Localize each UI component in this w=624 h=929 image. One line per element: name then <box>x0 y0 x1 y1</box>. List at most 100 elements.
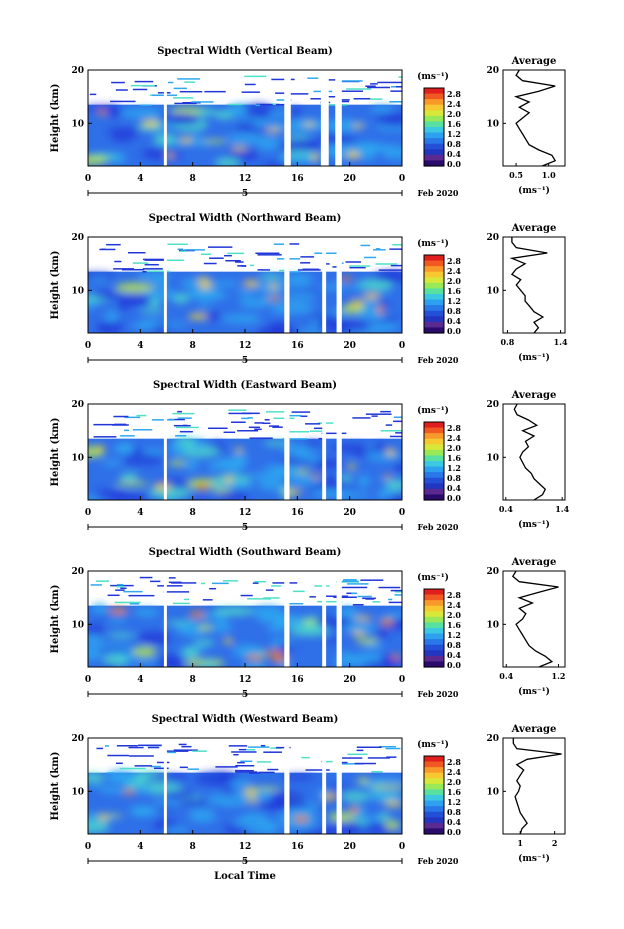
heatmap-cell <box>167 751 177 754</box>
colorbar-frame <box>423 87 445 167</box>
heatmap-cell <box>113 268 135 270</box>
heatmap-cell <box>302 268 320 271</box>
heatmap-cell <box>168 581 182 584</box>
heatmap-cell <box>227 103 243 106</box>
data-gap <box>336 237 342 333</box>
heatmap-structure <box>88 436 402 500</box>
heatmap-structure <box>88 603 402 667</box>
data-gap <box>163 738 167 834</box>
y-axis-label: Height (km) <box>50 585 61 654</box>
heatmap-cell <box>88 772 105 784</box>
heatmap-cell <box>393 420 402 423</box>
x-tick-label: 4 <box>137 174 143 184</box>
heatmap-cell <box>128 251 146 254</box>
heatmap-cell <box>177 417 192 419</box>
colorbar-segment <box>424 260 444 267</box>
heatmap-cell <box>364 643 385 650</box>
heatmap-cell <box>262 422 271 425</box>
heatmap-cell <box>209 587 217 590</box>
heatmap-cell <box>179 430 193 433</box>
heatmap-cell <box>101 248 106 251</box>
heatmap-cell <box>184 81 196 83</box>
colorbar-segment <box>424 795 444 802</box>
heatmap-cell <box>123 789 135 795</box>
colorbar-tick-label: 2.8 <box>447 757 461 767</box>
average-y-tick-label: 10 <box>486 119 499 129</box>
average-y-tick-label: 20 <box>486 567 499 577</box>
heatmap-cell <box>88 276 110 282</box>
heatmap-cell <box>231 751 257 753</box>
heatmap-cell <box>377 81 402 84</box>
heatmap-cell <box>215 482 257 489</box>
heatmap-cell <box>94 291 121 300</box>
data-gap <box>322 237 327 333</box>
heatmap-cell <box>356 746 382 749</box>
colorbar-tick-label: 1.6 <box>447 453 461 463</box>
heatmap-cell <box>311 474 321 479</box>
average-y-tick-label: 20 <box>486 400 499 410</box>
heatmap-cell <box>95 322 122 333</box>
heatmap-cell <box>235 764 255 767</box>
heatmap-cell <box>169 441 187 456</box>
heatmap-cell <box>104 310 119 324</box>
heatmap-cell <box>153 483 172 491</box>
x-tick-label: 0 <box>85 842 91 852</box>
colorbar-segment <box>424 149 444 156</box>
colorbar-segment <box>424 772 444 779</box>
heatmap-cell <box>367 86 391 89</box>
heatmap-cell <box>197 624 213 631</box>
average-x-tick-label: 0.4 <box>499 504 513 514</box>
x-tick-label: 4 <box>137 842 143 852</box>
heatmap-cell <box>163 620 195 625</box>
heatmap-cell <box>386 756 397 758</box>
heatmap-cell <box>284 134 311 140</box>
average-y-tick-label: 10 <box>486 286 499 296</box>
colorbar-segment <box>424 160 444 167</box>
heatmap-cell <box>340 99 350 101</box>
heatmap-cell <box>339 763 364 765</box>
heatmap-cell <box>314 615 352 628</box>
y-tick-label: 10 <box>71 453 84 463</box>
heatmap-cell <box>243 280 259 288</box>
x-tick-label: 8 <box>190 174 196 184</box>
heatmap-cell <box>219 459 247 472</box>
heatmap-cell <box>132 646 157 658</box>
heatmap-cell <box>394 591 402 593</box>
heatmap-cell <box>147 774 191 781</box>
heatmap-cell <box>300 415 308 418</box>
data-gap <box>284 738 290 834</box>
heatmap-cell <box>390 589 402 592</box>
heatmap-cell <box>157 113 200 123</box>
heatmap-cell <box>385 270 400 283</box>
x-tick-label: 0 <box>399 675 405 685</box>
heatmap-cell <box>106 127 144 136</box>
heatmap-cell <box>181 745 192 748</box>
colorbar-unit: (ms⁻¹) <box>417 238 449 249</box>
colorbar-segment <box>424 93 444 100</box>
heatmap-cell <box>348 806 359 814</box>
heatmap-cell <box>354 616 372 621</box>
heatmap-cell <box>113 415 129 418</box>
heatmap-cell <box>124 429 129 432</box>
heatmap-cell <box>96 648 134 653</box>
heatmap-cell <box>301 756 310 759</box>
colorbar-tick-label: 2.4 <box>447 767 461 777</box>
heatmap-cell <box>122 453 163 466</box>
x-tick-label: 20 <box>343 675 356 685</box>
colorbar-tick-label: 1.6 <box>447 787 461 797</box>
heatmap-field <box>88 738 402 834</box>
heatmap-cell <box>341 586 368 589</box>
heatmap-cell <box>108 607 129 615</box>
colorbar-segment <box>424 266 444 273</box>
heatmap-cell <box>91 603 109 616</box>
heatmap-cell <box>131 322 157 330</box>
colorbar-segment <box>424 605 444 612</box>
heatmap-cell <box>366 322 400 333</box>
heatmap-cell <box>363 293 380 300</box>
heatmap-cell <box>256 326 299 333</box>
heatmap-cell <box>377 812 391 821</box>
heatmap-cell <box>305 769 330 771</box>
heatmap-cell <box>162 790 197 798</box>
heatmap-cell <box>115 589 125 591</box>
heatmap-cell <box>120 435 135 437</box>
